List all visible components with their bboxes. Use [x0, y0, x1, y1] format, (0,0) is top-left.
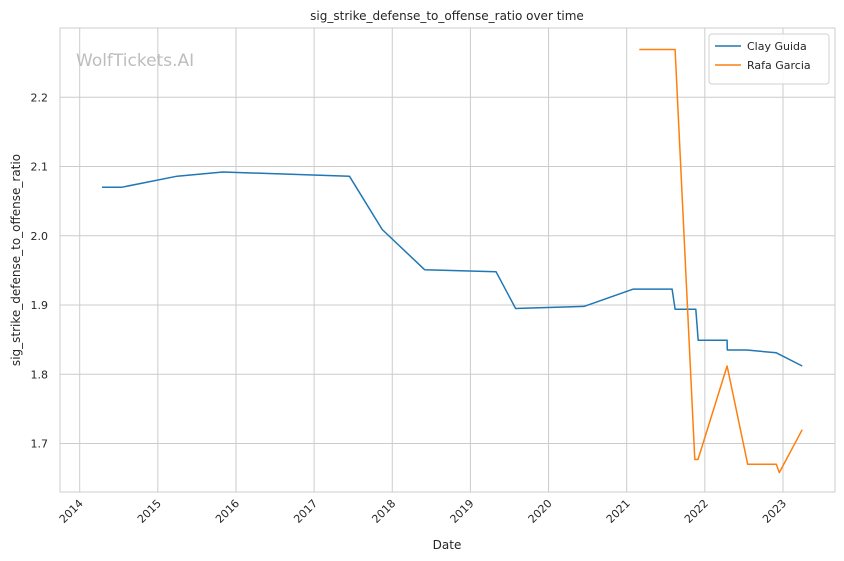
y-axis-label: sig_strike_defense_to_offense_ratio	[9, 154, 23, 366]
y-tick-label: 2.0	[31, 230, 49, 243]
watermark: WolfTickets.AI	[76, 51, 194, 71]
grid	[60, 28, 835, 492]
x-tick-label: 2021	[604, 497, 633, 526]
x-tick-label: 2017	[291, 497, 320, 526]
legend-label: Clay Guida	[747, 40, 807, 53]
series-line-0	[102, 171, 803, 367]
series-line-1	[639, 48, 803, 474]
x-tick-label: 2018	[369, 497, 398, 526]
tick-labels: 2014 2015 2016 2017 2018 2019 2020 2021 2022 2023…	[31, 91, 790, 526]
x-tick-label: 2023	[760, 497, 789, 526]
x-tick-label: 2019	[448, 497, 477, 526]
chart-title: sig_strike_defense_to_offense_ratio over…	[310, 9, 584, 23]
y-tick-label: 2.1	[31, 161, 49, 174]
series-group	[102, 48, 803, 474]
plot-area	[59, 27, 836, 493]
y-tick-label: 2.2	[31, 91, 49, 104]
legend-label: Rafa Garcia	[747, 59, 811, 72]
x-axis-label: Date	[433, 538, 462, 552]
y-tick-label: 1.8	[31, 368, 49, 381]
x-tick-label: 2022	[682, 497, 711, 526]
x-tick-label: 2020	[526, 497, 555, 526]
legend: Clay Guida Rafa Garcia	[708, 33, 830, 85]
x-tick-label: 2016	[213, 497, 242, 526]
x-tick-label: 2014	[57, 497, 86, 526]
x-tick-label: 2015	[135, 497, 164, 526]
y-tick-label: 1.7	[31, 438, 49, 451]
y-tick-label: 1.9	[31, 299, 49, 312]
